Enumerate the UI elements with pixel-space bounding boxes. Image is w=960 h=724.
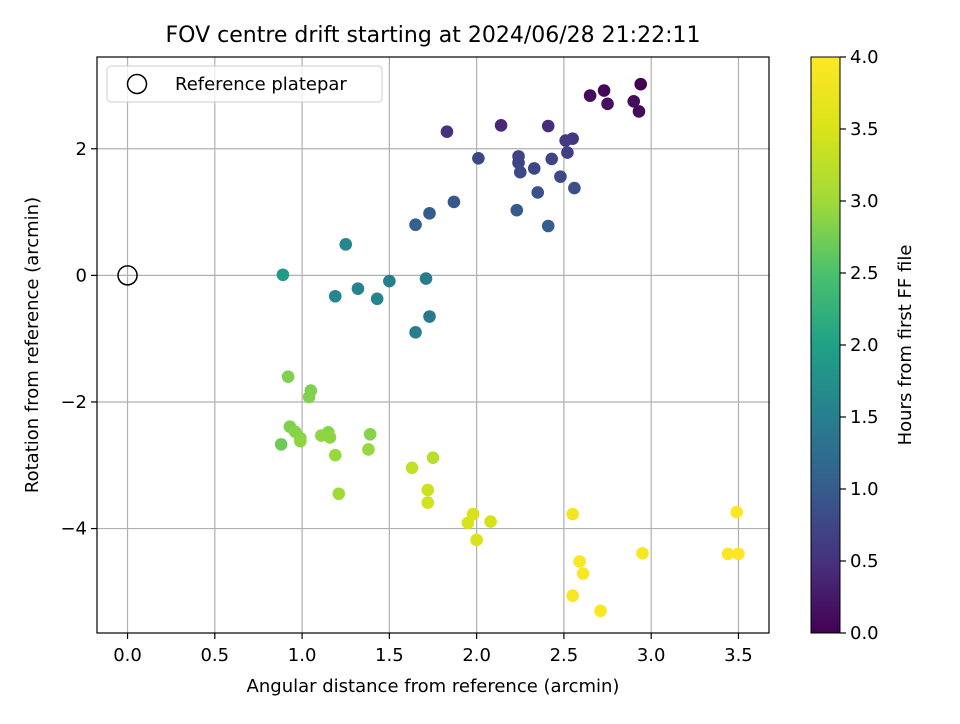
x-tick-label: 0.5 xyxy=(200,645,229,666)
scatter-point xyxy=(421,483,435,497)
scatter-point xyxy=(513,165,527,179)
data-points xyxy=(274,77,745,618)
scatter-point xyxy=(559,134,572,147)
x-axis-label: Angular distance from reference (arcmin) xyxy=(247,676,620,697)
scatter-point xyxy=(732,547,745,561)
scatter-point xyxy=(362,443,375,456)
colorbar-label: Hours from first FF file xyxy=(895,245,916,446)
scatter-point xyxy=(423,207,436,220)
legend-box xyxy=(106,65,383,103)
scatter-point xyxy=(370,292,384,306)
scatter-point xyxy=(281,370,295,383)
scatter-point xyxy=(351,282,365,295)
plot-area: 0.0 0.5 1.0 1.5 2.0 2.5 3.0 3.5 −4 −2 0 2 xyxy=(60,56,770,666)
scatter-point xyxy=(363,427,377,441)
scatter-point xyxy=(294,434,307,448)
reference-marker-group xyxy=(117,265,138,286)
colorbar: 0.0 0.5 1.0 1.5 2.0 2.5 3.0 3.5 4.0 Hours from f… xyxy=(810,47,916,644)
scatter-point xyxy=(472,151,485,165)
scatter-point xyxy=(601,97,614,111)
scatter-point xyxy=(541,119,555,133)
scatter-point xyxy=(323,431,337,444)
scatter-point xyxy=(470,533,483,547)
colorbar-tick-label: 0.5 xyxy=(850,551,879,572)
scatter-point xyxy=(554,170,567,183)
colorbar-gradient xyxy=(810,56,841,634)
scatter-point xyxy=(332,487,346,501)
colorbar-tick-label: 0.0 xyxy=(850,623,879,644)
colorbar-tick-label: 2.5 xyxy=(850,263,879,284)
scatter-point xyxy=(512,156,525,170)
scatter-point xyxy=(423,310,436,323)
scatter-point xyxy=(409,326,422,339)
reference-platepar-marker xyxy=(117,265,138,286)
scatter-point xyxy=(383,274,396,288)
y-tick-label: −2 xyxy=(60,392,87,413)
scatter-point xyxy=(583,89,597,102)
x-tick-label: 3.0 xyxy=(637,645,666,666)
scatter-point xyxy=(328,448,342,462)
y-axis-ticks: −4 −2 0 2 xyxy=(60,139,97,540)
scatter-point xyxy=(597,84,611,97)
y-tick-label: −4 xyxy=(60,519,87,540)
colorbar-ticks: 0.0 0.5 1.0 1.5 2.0 2.5 3.0 3.5 4.0 xyxy=(840,47,879,644)
scatter-point xyxy=(531,186,545,199)
scatter-point xyxy=(632,105,646,118)
x-axis-ticks: 0.0 0.5 1.0 1.5 2.0 2.5 3.0 3.5 xyxy=(113,633,753,666)
x-tick-label: 0.0 xyxy=(113,645,142,666)
plot-frame xyxy=(96,56,770,634)
scatter-point xyxy=(421,496,435,509)
scatter-point xyxy=(426,451,440,464)
scatter-point xyxy=(594,604,607,618)
scatter-point xyxy=(339,238,353,251)
colorbar-tick-label: 1.0 xyxy=(850,479,879,500)
colorbar-tick-label: 2.0 xyxy=(850,335,879,356)
scatter-point xyxy=(636,546,649,560)
legend-reference-marker xyxy=(126,73,148,95)
scatter-point xyxy=(527,162,541,175)
scatter-point xyxy=(634,77,648,91)
scatter-point xyxy=(484,515,497,528)
scatter-point xyxy=(573,555,586,568)
scatter-point xyxy=(730,505,744,519)
scatter-point xyxy=(566,589,579,602)
scatter-point xyxy=(461,516,475,530)
scatter-point xyxy=(494,119,508,132)
scatter-point xyxy=(274,438,288,451)
scatter-point xyxy=(627,95,641,108)
scatter-point xyxy=(328,289,342,303)
chart-title: FOV centre drift starting at 2024/06/28 … xyxy=(166,23,701,48)
scatter-point xyxy=(302,390,316,404)
scatter-point xyxy=(405,461,419,475)
legend: Reference platepar xyxy=(106,65,383,103)
x-tick-label: 2.0 xyxy=(462,645,491,666)
scatter-point xyxy=(576,567,590,580)
x-tick-label: 3.5 xyxy=(724,645,753,666)
y-axis-label: Rotation from reference (arcmin) xyxy=(22,197,43,493)
legend-entry-reference: Reference platepar xyxy=(175,74,347,95)
colorbar-tick-label: 3.5 xyxy=(850,119,879,140)
scatter-point xyxy=(568,181,581,195)
scatter-point xyxy=(510,203,524,217)
x-tick-label: 1.0 xyxy=(288,645,317,666)
scatter-point xyxy=(561,146,574,159)
scatter-point xyxy=(447,195,461,209)
scatter-point xyxy=(566,507,579,521)
x-tick-label: 1.5 xyxy=(375,645,404,666)
grid xyxy=(97,57,769,633)
scatter-point xyxy=(276,268,290,282)
scatter-point xyxy=(545,152,558,166)
colorbar-tick-label: 3.0 xyxy=(850,191,879,212)
scatter-point xyxy=(409,218,422,232)
scatter-point xyxy=(721,547,735,561)
x-tick-label: 2.5 xyxy=(550,645,579,666)
y-tick-label: 0 xyxy=(76,265,87,286)
y-tick-label: 2 xyxy=(76,139,87,160)
scatter-point xyxy=(419,272,433,285)
colorbar-tick-label: 1.5 xyxy=(850,407,879,428)
scatter-point xyxy=(541,219,555,233)
scatter-point xyxy=(440,125,454,138)
colorbar-tick-label: 4.0 xyxy=(850,47,879,68)
